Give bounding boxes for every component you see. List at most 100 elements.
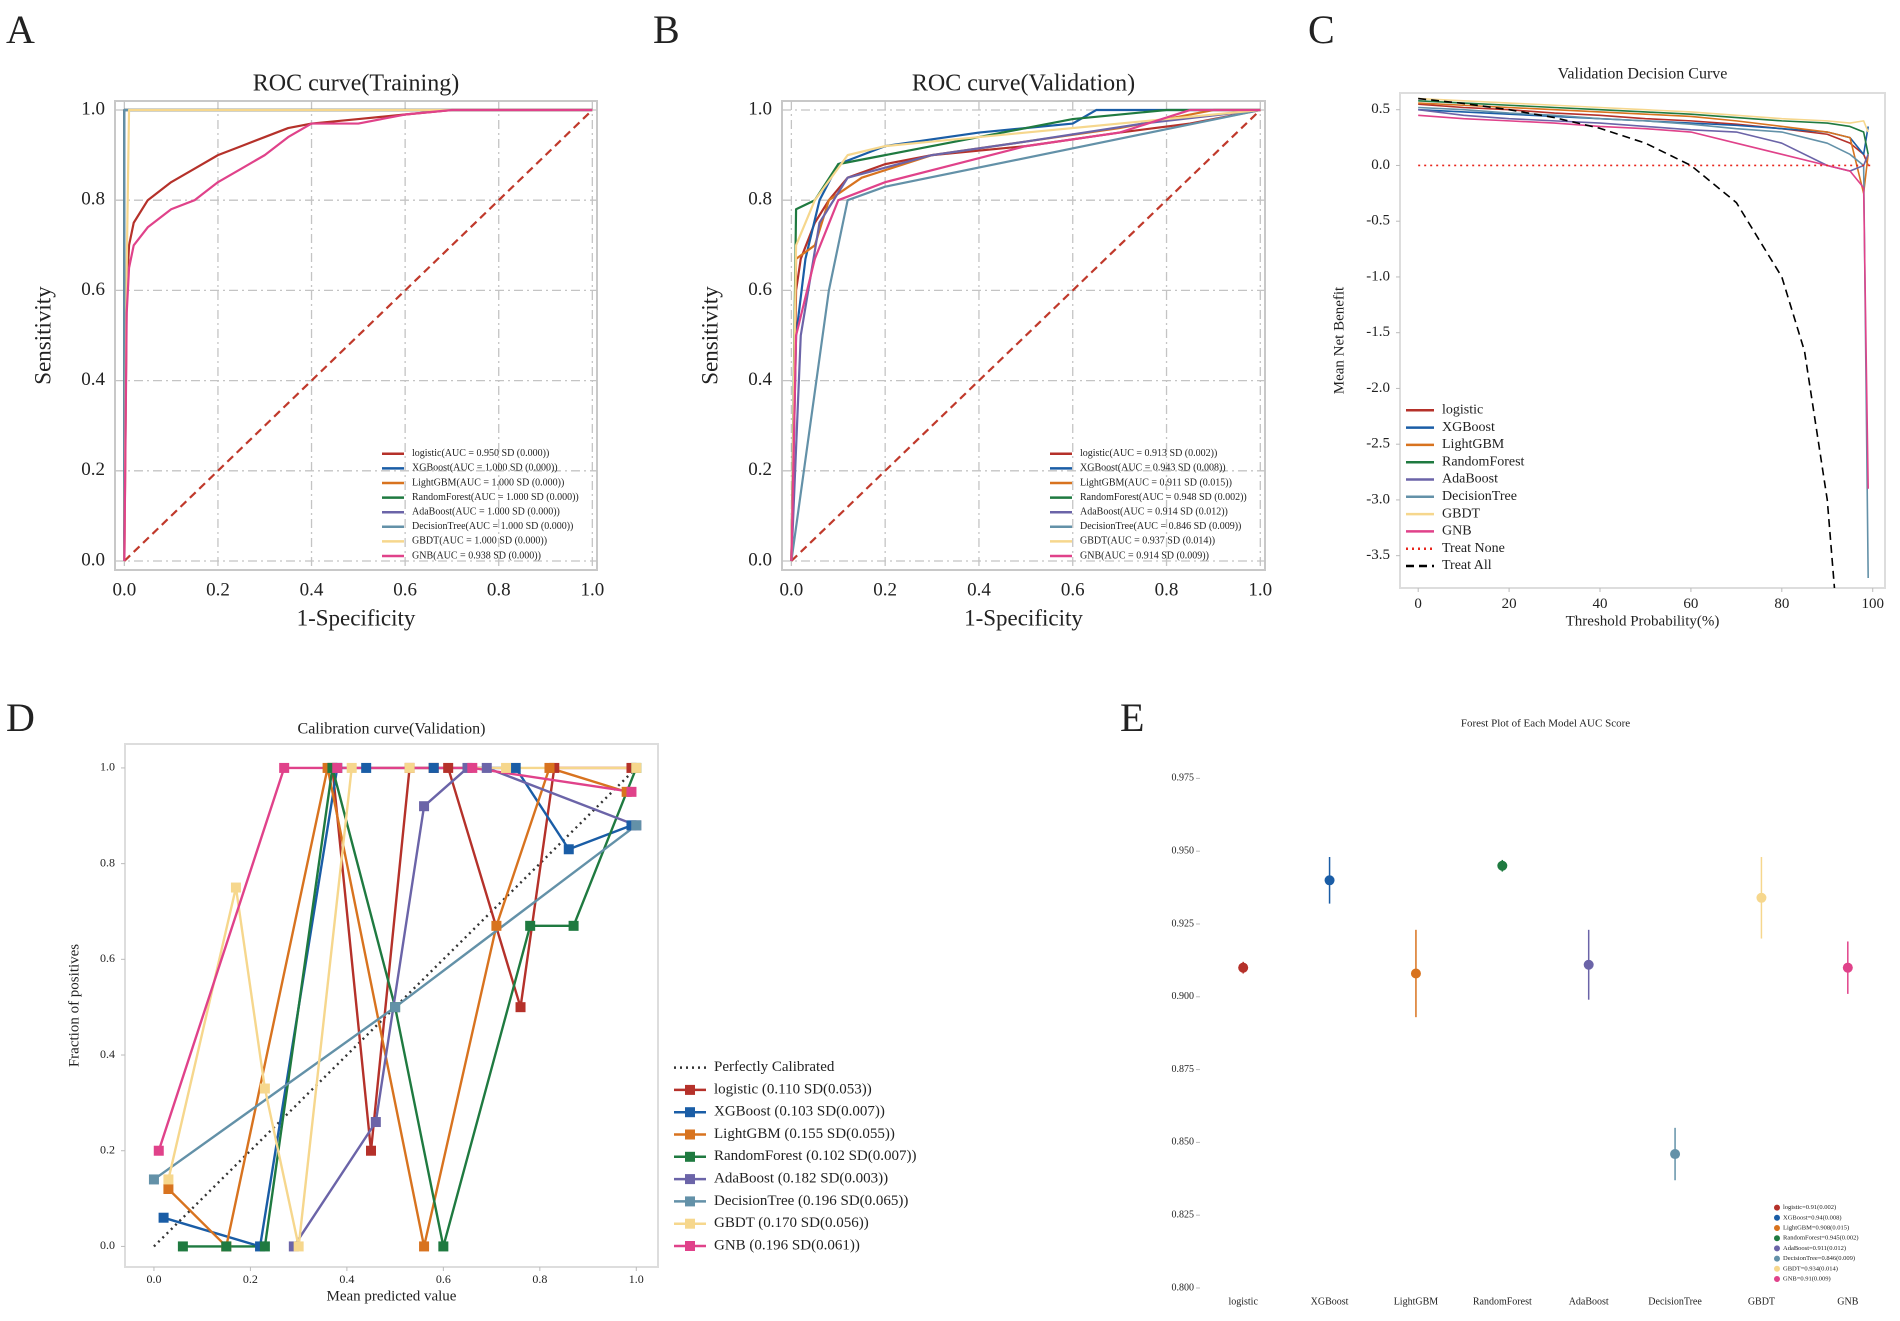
x-tick-label: LightGBM <box>1394 1296 1439 1307</box>
panel-letter: E <box>1120 695 1144 740</box>
series-line <box>1418 97 1869 133</box>
series-line <box>790 108 1261 562</box>
point-marker <box>626 786 637 797</box>
legend-label: logistic(AUC = 0.950 SD (0.000)) <box>412 448 549 459</box>
legend-label: LightGBM=0.908(0.015) <box>1783 1224 1849 1231</box>
y-tick-label: -3.5 <box>1366 547 1390 563</box>
panel: E Forest Plot of Each Model AUC Score 0.80… <box>1120 695 1859 1307</box>
legend-label: RandomForest (0.102 SD(0.007)) <box>714 1148 917 1164</box>
y-tick-label: 0.4 <box>100 1047 115 1061</box>
legend-swatch <box>1774 1214 1780 1221</box>
x-tick-label: 0.4 <box>967 579 991 600</box>
legend-marker <box>685 1129 695 1140</box>
point-marker <box>525 920 536 931</box>
series-line <box>1418 100 1869 155</box>
legend-label: DecisionTree <box>1442 489 1517 504</box>
legend-swatch <box>1774 1245 1780 1252</box>
point <box>1238 962 1249 973</box>
legend-label: DecisionTree (0.196 SD(0.065)) <box>714 1193 908 1209</box>
y-axis-label: Mean Net Benefit <box>1331 286 1347 394</box>
y-axis-label: Sensitivity <box>697 286 722 385</box>
legend-label: GNB(AUC = 0.914 SD (0.009)) <box>1080 550 1209 561</box>
legend: Perfectly Calibrated logistic (0.110 SD(0… <box>674 1059 917 1253</box>
y-axis-label: Fraction of positives <box>66 944 82 1067</box>
point-marker <box>438 1241 449 1252</box>
legend-label: AdaBoost <box>1442 472 1498 487</box>
point-marker <box>230 882 241 893</box>
reference-line <box>123 109 594 562</box>
y-tick-label: 0.6 <box>100 951 115 965</box>
x-tick-label: 1.0 <box>580 579 604 600</box>
legend-label: logistic=0.91(0.002) <box>1783 1204 1836 1211</box>
point-marker <box>404 762 415 773</box>
panel-letter: B <box>653 7 680 52</box>
y-tick-label: 0.4 <box>81 369 105 390</box>
legend-label: LightGBM (0.155 SD(0.055)) <box>714 1126 895 1142</box>
point-marker <box>501 762 512 773</box>
plot-area <box>790 108 1262 562</box>
legend-swatch <box>1774 1265 1780 1272</box>
y-tick-label: -1.5 <box>1366 324 1390 340</box>
series-line <box>123 108 593 561</box>
legend-label: GBDT(AUC = 1.000 SD (0.000)) <box>412 536 547 547</box>
legend-swatch <box>1774 1225 1780 1231</box>
point-marker <box>563 844 574 855</box>
legend-swatch <box>1774 1276 1780 1282</box>
chart-title: Forest Plot of Each Model AUC Score <box>1461 718 1630 730</box>
y-tick-label: -1.0 <box>1366 268 1390 284</box>
series-line <box>292 766 637 1248</box>
x-tick-label: DecisionTree <box>1648 1296 1702 1307</box>
x-tick-label: RandomForest <box>1473 1296 1532 1307</box>
point-marker <box>366 1145 376 1156</box>
point <box>1497 860 1508 871</box>
point-marker <box>419 1241 430 1252</box>
point <box>1842 962 1853 973</box>
legend: logistic XGBoost LightGBM RandomForest AdaBo… <box>1406 403 1525 573</box>
plot-area <box>123 108 594 562</box>
legend-swatch <box>1774 1235 1780 1242</box>
point-marker <box>370 1117 381 1128</box>
series-line <box>1418 106 1869 578</box>
point-marker <box>390 1002 401 1013</box>
panel: C Validation Decision Curve 0.5 0.0 -0.5 -1.0… <box>1308 7 1886 629</box>
panel: A ROC curve(Training) 0.0 0.2 0.4 0.6 0.8 1.0 Se… <box>6 7 604 630</box>
y-tick-label: 1.0 <box>81 98 105 119</box>
y-tick-label: -2.0 <box>1366 380 1390 396</box>
legend-label: GNB <box>1442 524 1472 539</box>
point <box>1756 892 1767 903</box>
x-tick-label: 60 <box>1683 596 1698 612</box>
legend-label: XGBoost(AUC = 1.000 SD (0.000)) <box>412 463 558 474</box>
y-tick-label: 0.850 <box>1172 1137 1195 1148</box>
y-tick-label: 0.8 <box>748 189 772 210</box>
legend-label: RandomForest(AUC = 0.948 SD (0.002)) <box>1080 492 1247 503</box>
plot-frame <box>1399 92 1886 589</box>
point-marker <box>428 762 439 773</box>
reference-line <box>790 109 1262 562</box>
point-marker <box>158 1212 169 1223</box>
x-tick-label: GNB <box>1837 1296 1858 1307</box>
legend-label: GBDT <box>1442 506 1481 521</box>
legend-label: GBDT=0.934(0.014) <box>1783 1265 1838 1272</box>
chart-title: Validation Decision Curve <box>1558 66 1728 83</box>
legend-label: XGBoost=0.94(0.008) <box>1783 1214 1842 1221</box>
series-line <box>790 108 1261 562</box>
x-tick-label: 0.2 <box>243 1272 258 1286</box>
legend-label: logistic <box>1442 403 1483 418</box>
x-tick-label: 0 <box>1414 596 1422 612</box>
legend-label: GNB=0.91(0.009) <box>1783 1275 1831 1282</box>
panel-letter: A <box>6 7 35 52</box>
legend-label: AdaBoost(AUC = 1.000 SD (0.000)) <box>412 506 560 517</box>
panel-letter: D <box>6 695 35 740</box>
y-tick-label: 0.6 <box>81 279 105 300</box>
point-marker <box>467 762 478 773</box>
legend-marker <box>685 1084 695 1095</box>
series-line <box>1418 102 1869 195</box>
x-axis-label: 1-Specificity <box>964 605 1083 630</box>
x-tick-label: logistic <box>1228 1296 1258 1307</box>
point-marker <box>177 1241 188 1252</box>
series-line <box>1418 114 1869 489</box>
legend-label: RandomForest=0.945(0.002) <box>1783 1235 1859 1242</box>
legend: logistic(AUC = 0.950 SD (0.000)) XGBoost(… <box>382 448 579 561</box>
series-line <box>790 108 1261 562</box>
legend-label: RandomForest <box>1442 454 1525 469</box>
